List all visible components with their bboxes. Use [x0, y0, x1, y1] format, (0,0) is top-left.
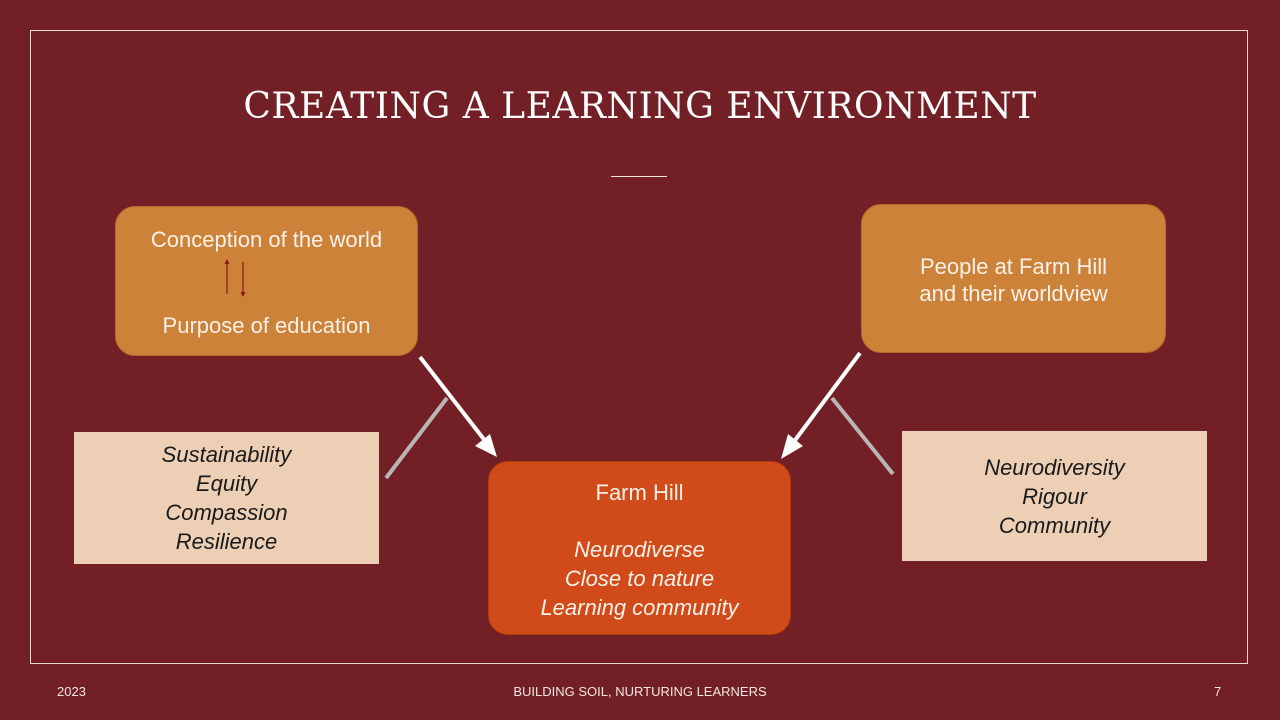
purpose-label: Purpose of education [162, 313, 371, 338]
right-values-box: Neurodiversity Rigour Community [902, 431, 1207, 561]
left-values-box: Sustainability Equity Compassion Resilie… [74, 432, 379, 564]
left-connector-line [384, 396, 449, 480]
farm-hill-box: Farm Hill Neurodiverse Close to nature L… [488, 461, 791, 635]
footer-year: 2023 [57, 684, 86, 699]
left-arrow-head [475, 434, 497, 457]
farm-hill-title: Farm Hill [595, 480, 684, 505]
value-item: Neurodiversity [984, 455, 1125, 480]
value-item: Resilience [175, 529, 278, 554]
value-item: Rigour [1022, 484, 1087, 509]
slide-title: CREATING A LEARNING ENVIRONMENT [243, 86, 1037, 127]
right-connector-line [830, 396, 895, 476]
value-item: Sustainability [161, 442, 292, 467]
footer-center: BUILDING SOIL, NURTURING LEARNERS [513, 684, 767, 699]
right-arrow [785, 351, 862, 453]
left-arrow [418, 355, 495, 453]
people-line-2: and their worldview [919, 281, 1108, 306]
value-item: Community [998, 513, 1111, 538]
bidirectional-arrows-icon [224, 259, 246, 297]
value-item: Compassion [165, 500, 288, 525]
footer-page-number: 7 [1214, 684, 1222, 699]
people-box: People at Farm Hill and their worldview [861, 204, 1166, 353]
title-divider [611, 176, 667, 177]
farm-hill-item: Close to nature [564, 566, 715, 591]
farm-hill-item: Neurodiverse [574, 537, 705, 562]
people-line-1: People at Farm Hill [919, 254, 1108, 279]
conception-box: Conception of the world Purpose of educa… [115, 206, 418, 356]
value-item: Equity [195, 471, 258, 496]
slide-frame [30, 30, 1248, 664]
right-arrow-head [781, 434, 803, 459]
conception-label: Conception of the world [150, 227, 383, 252]
farm-hill-item: Learning community [540, 595, 739, 620]
